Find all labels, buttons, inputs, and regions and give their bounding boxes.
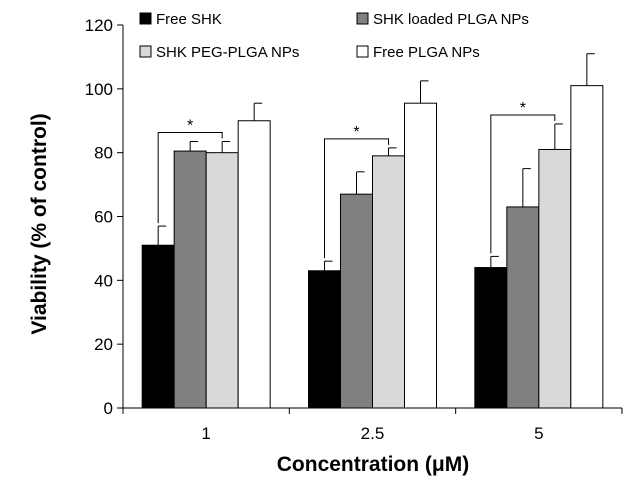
y-tick-label: 40 [94, 271, 113, 290]
bar [570, 85, 604, 409]
x-tick-label: 5 [534, 424, 543, 443]
x-axis-title: Concentration (μM) [277, 453, 470, 476]
legend-swatch [356, 45, 369, 58]
y-tick-label: 0 [104, 399, 113, 418]
bar [340, 193, 373, 409]
bar [173, 150, 207, 409]
legend-swatch [139, 12, 152, 25]
x-tick-label: 1 [201, 424, 210, 443]
significance-label: * [353, 124, 359, 141]
legend-label: Free SHK [156, 11, 222, 28]
x-tick-label: 2.5 [361, 424, 385, 443]
legend-label: SHK PEG-PLGA NPs [156, 44, 299, 61]
legend-label: Free PLGA NPs [373, 44, 480, 61]
significance-bracket [324, 138, 389, 259]
bar [308, 270, 341, 409]
bar [141, 244, 175, 409]
y-tick-label: 80 [94, 144, 113, 163]
legend: Free SHK SHK loaded PLGA NPs SHK PEG-PLGA … [139, 11, 529, 61]
bar [237, 120, 271, 409]
significance-bracket [490, 114, 556, 254]
legend-label: SHK loaded PLGA NPs [373, 11, 529, 28]
significance-bracket [157, 131, 223, 224]
y-tick-label: 120 [85, 16, 113, 35]
y-axis-title: Viability (% of control) [28, 113, 51, 334]
bar [506, 206, 540, 409]
bar [474, 267, 508, 409]
bar [205, 152, 239, 409]
bar [372, 155, 405, 409]
plot-area: 0 20 40 60 80 100 120 1 2.5 5 * * * [85, 16, 623, 443]
significance-label: * [520, 100, 526, 117]
y-tick-label: 20 [94, 335, 113, 354]
bar [538, 148, 572, 409]
y-tick-label: 60 [94, 208, 113, 227]
legend-swatch [139, 45, 152, 58]
bar [404, 102, 437, 409]
y-tick-label: 100 [85, 80, 113, 99]
significance-label: * [187, 117, 193, 134]
legend-swatch [356, 12, 369, 25]
